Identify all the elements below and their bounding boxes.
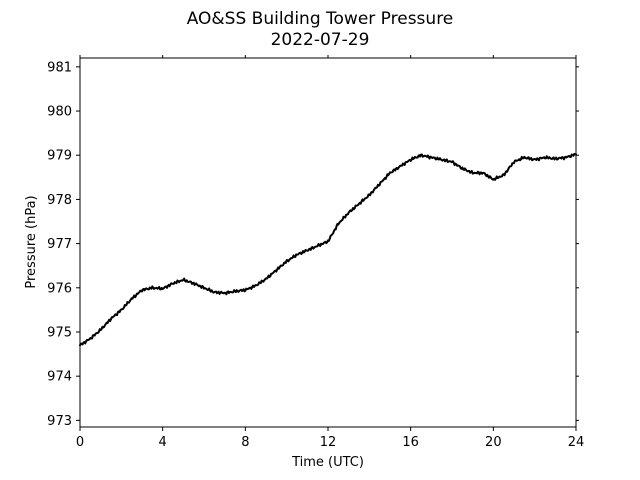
x-axis-ticks: 0 4 8 12 16 20 24: [76, 55, 584, 450]
x-tick-label: 16: [402, 435, 419, 450]
y-axis-label: Pressure (hPa): [24, 195, 39, 288]
y-tick-label: 977: [47, 237, 72, 252]
chart-title: AO&SS Building Tower Pressure: [187, 9, 454, 29]
y-tick-label: 980: [47, 105, 72, 120]
y-tick-label: 974: [47, 370, 72, 385]
x-tick-label: 20: [485, 435, 502, 450]
y-tick-label: 976: [47, 281, 72, 296]
x-tick-label: 8: [241, 435, 249, 450]
y-tick-label: 979: [47, 149, 72, 164]
x-axis-label: Time (UTC): [291, 455, 364, 470]
plot-frame: [79, 57, 577, 428]
pressure-series-line: [79, 152, 577, 347]
y-tick-label: 981: [47, 60, 72, 75]
y-tick-label: 973: [47, 414, 72, 429]
x-tick-label: 24: [568, 435, 585, 450]
chart-subtitle: 2022-07-29: [271, 30, 370, 50]
x-tick-label: 12: [320, 435, 337, 450]
x-tick-label: 4: [159, 435, 167, 450]
y-tick-label: 975: [47, 325, 72, 340]
y-tick-label: 978: [47, 193, 72, 208]
x-tick-label: 0: [76, 435, 84, 450]
